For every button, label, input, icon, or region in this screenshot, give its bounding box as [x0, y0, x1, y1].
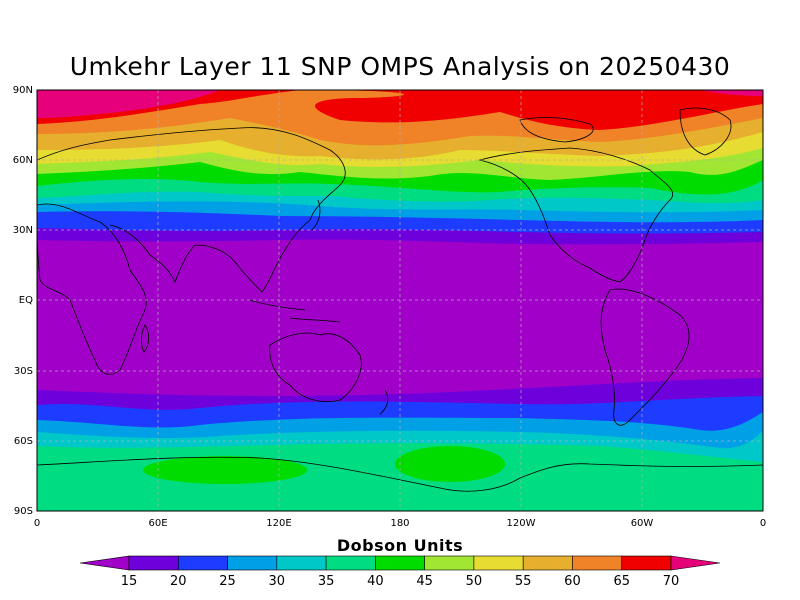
map-frame	[36, 89, 764, 512]
colorbar-label: 30	[269, 574, 286, 589]
colorbar-swatch	[177, 555, 228, 571]
grid-lines	[37, 90, 763, 511]
y-axis: 90N 60N 30N EQ 30S 60S 90S	[13, 85, 33, 517]
map-title: Umkehr Layer 11 SNP OMPS Analysis on 202…	[69, 52, 731, 81]
antarctic-patch-east	[143, 456, 307, 484]
colorbar-swatch	[424, 555, 475, 571]
y-tick-label: 60N	[13, 155, 33, 166]
colorbar-swatch	[522, 555, 573, 571]
x-tick-label: 0	[34, 518, 40, 529]
x-tick-label: 0	[760, 518, 766, 529]
x-tick-label: 180	[390, 518, 409, 529]
y-tick-label: 60S	[14, 436, 33, 447]
colorbar-swatch	[227, 555, 278, 571]
x-axis: 0 60E 120E 180 120W 60W 0	[34, 518, 766, 529]
colorbar-label: 70	[663, 574, 680, 589]
x-tick-label: 60W	[631, 518, 654, 529]
colorbar-title: Dobson Units	[336, 536, 464, 555]
colorbar-arrow-low	[79, 555, 130, 571]
colorbar-swatch	[276, 555, 327, 571]
colorbar-swatch	[473, 555, 524, 571]
colorbar-arrow-high	[670, 555, 721, 571]
colorbar-swatch	[325, 555, 376, 571]
colorbar: 15 20 25 30 35 40 45 50 55 60 65 70	[79, 555, 721, 589]
colorbar-label: 55	[515, 574, 532, 589]
coastlines	[37, 107, 763, 492]
colorbar-swatch	[621, 555, 672, 571]
colorbar-swatch	[128, 555, 179, 571]
band-north-magenta	[37, 90, 220, 118]
y-tick-label: 90S	[14, 506, 33, 517]
colorbar-label: 40	[367, 574, 384, 589]
colorbar-label: 25	[219, 574, 236, 589]
x-tick-label: 120W	[507, 518, 536, 529]
antarctic-patch-pacific	[395, 446, 505, 482]
y-tick-label: 90N	[13, 85, 33, 96]
y-tick-label: 30S	[14, 366, 33, 377]
colorbar-label: 60	[564, 574, 581, 589]
colorbar-label: 35	[318, 574, 335, 589]
colorbar-swatch	[572, 555, 623, 571]
y-tick-label: EQ	[19, 295, 33, 306]
x-tick-label: 120E	[266, 518, 291, 529]
colorbar-label: 45	[416, 574, 433, 589]
colorbar-label: 65	[613, 574, 630, 589]
band-north-magenta-east	[700, 90, 763, 96]
colorbar-swatch	[375, 555, 425, 571]
colorbar-label: 50	[466, 574, 483, 589]
colorbar-label: 20	[170, 574, 187, 589]
colorbar-label: 15	[121, 574, 138, 589]
y-tick-label: 30N	[13, 225, 33, 236]
ozone-field	[37, 90, 763, 511]
x-tick-label: 60E	[148, 518, 167, 529]
